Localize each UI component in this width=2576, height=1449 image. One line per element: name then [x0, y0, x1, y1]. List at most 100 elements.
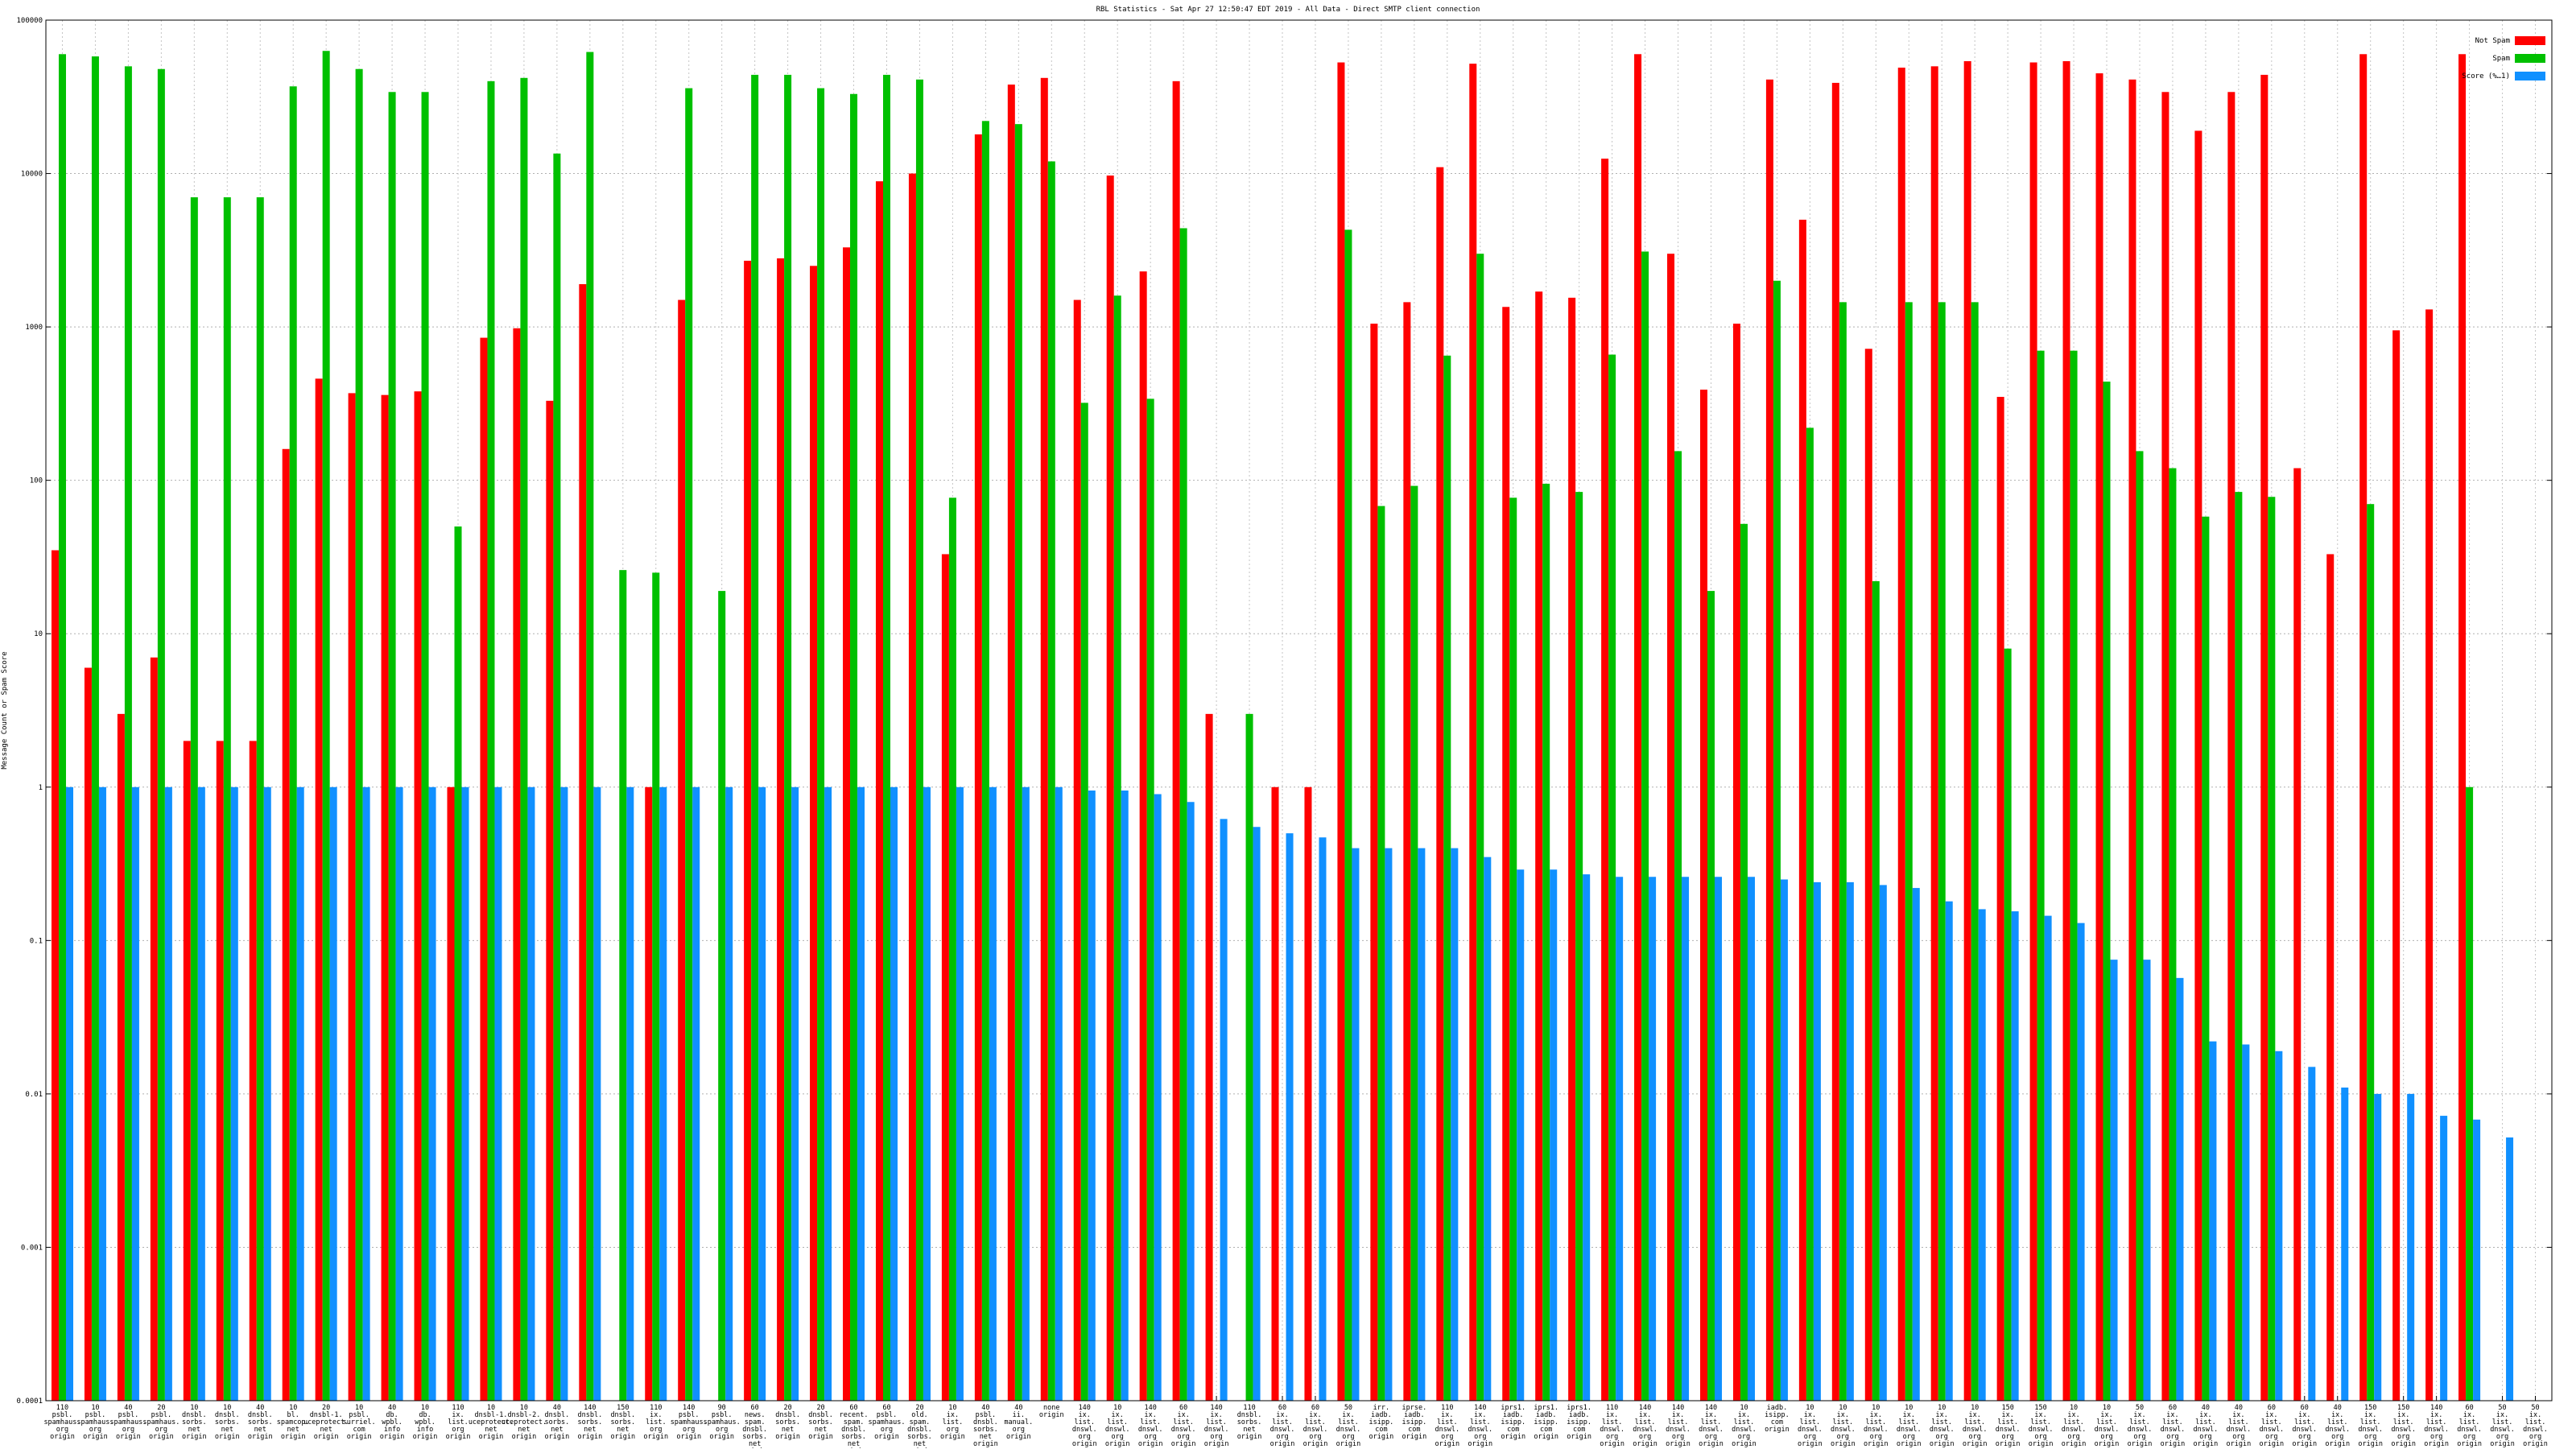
x-tick-label: 140 psbl. spamhaus. org origin [671, 1404, 708, 1441]
chart-title: RBL Statistics - Sat Apr 27 12:50:47 EDT… [1096, 6, 1480, 14]
bar-not-spam [2062, 60, 2070, 1401]
plot-frame [45, 19, 2553, 1402]
x-tick-label: 60 ix. list. dnswl. org origin [2161, 1404, 2186, 1448]
bar-score [98, 786, 106, 1401]
bar-not-spam [1798, 219, 1806, 1402]
x-tick-label: 10 ix. list. dnswl. org origin [1897, 1404, 1922, 1448]
bar-score [560, 786, 568, 1401]
bar-spam [2004, 648, 2012, 1401]
bar-not-spam [1040, 77, 1048, 1401]
bar-score [1220, 819, 1228, 1401]
bar-spam [1245, 713, 1253, 1401]
bar-not-spam [744, 260, 752, 1401]
bar-not-spam [513, 328, 521, 1402]
bar-spam [586, 52, 594, 1401]
bar-not-spam [1765, 79, 1773, 1402]
bar-not-spam [51, 550, 59, 1401]
x-tick-label: 60 ix. list. dnswl. org origin [1270, 1404, 1295, 1448]
bar-score [1055, 786, 1063, 1401]
bar-spam [553, 153, 561, 1401]
x-tick-label: 50 ix. list. dnswl. org origin [2523, 1404, 2548, 1448]
bar-score [428, 786, 436, 1401]
bar-score [1682, 877, 1690, 1401]
x-tick-label: 10 ix. list. org origin [940, 1404, 965, 1441]
bar-not-spam [941, 554, 949, 1401]
bar-not-spam [2194, 130, 2202, 1402]
bar-not-spam [249, 741, 257, 1401]
x-tick-label: 50 ix. list. dnswl. org origin [2490, 1404, 2515, 1448]
bar-not-spam [2161, 92, 2169, 1401]
bar-score [197, 786, 205, 1401]
bar-score [1517, 869, 1525, 1401]
bar-score [1385, 848, 1393, 1401]
bar-score [1484, 857, 1492, 1401]
bar-score [2341, 1088, 2349, 1401]
bar-spam [2136, 451, 2144, 1401]
bar-score [461, 786, 469, 1401]
bar-not-spam [1172, 80, 1180, 1401]
x-tick-label: 20 psbl. spamhaus. org origin [142, 1404, 180, 1441]
x-tick-label: iprs1. iadb. isipp. com origin [1501, 1404, 1525, 1441]
x-tick-label: 110 ix. list. dnswl. org origin [1435, 1404, 1459, 1448]
bar-not-spam [381, 394, 389, 1401]
bar-spam [487, 80, 495, 1401]
bar-not-spam [1436, 167, 1444, 1401]
bar-not-spam [84, 667, 92, 1401]
x-tick-label: 20 dnsbl. sorbs. net origin [808, 1404, 833, 1441]
bar-not-spam [447, 786, 455, 1401]
x-tick-label: 10 psbl. surriel. com origin [343, 1404, 376, 1441]
x-tick-label: 60 psbl. spamhaus. org origin [868, 1404, 905, 1441]
x-tick-label: 10 ix. list. dnswl. org origin [1930, 1404, 1955, 1448]
bar-not-spam [645, 786, 653, 1401]
x-tick-label: 60 ix. list. dnswl. org origin [2292, 1404, 2317, 1448]
bar-score [890, 786, 898, 1401]
y-tick-label: 1 [39, 784, 43, 792]
bars [51, 51, 2514, 1402]
bar-score [1451, 848, 1459, 1401]
x-tick-label: 40 ix. list. dnswl. org origin [2227, 1404, 2252, 1448]
x-tick-label: 10 dnsbl. sorbs. net origin [182, 1404, 207, 1441]
bar-score [1846, 881, 1854, 1401]
bar-not-spam [1073, 299, 1081, 1402]
bar-not-spam [1831, 82, 1839, 1401]
x-tick-label: iprs1. iadb. isipp. com origin [1534, 1404, 1558, 1441]
bar-not-spam [1864, 349, 1872, 1401]
x-tick-label: 10 dnsbl. sorbs. net origin [215, 1404, 240, 1441]
bar-not-spam [2425, 309, 2434, 1401]
bar-spam [948, 497, 956, 1401]
bar-spam [1971, 302, 1979, 1401]
bar-spam [322, 51, 330, 1401]
x-tick-label: 150 ix. list. dnswl. org origin [2391, 1404, 2416, 1448]
bar-score [626, 786, 634, 1401]
bar-spam [2202, 516, 2210, 1401]
bar-score [857, 786, 865, 1401]
y-tick-label: 100000 [16, 17, 43, 25]
bar-not-spam [348, 393, 356, 1401]
bar-score [131, 786, 139, 1401]
bar-spam [1575, 492, 1583, 1401]
bar-spam [1674, 451, 1682, 1401]
bar-not-spam [2293, 468, 2301, 1401]
bar-spam [619, 570, 627, 1401]
bar-spam [784, 74, 792, 1402]
bar-spam [1113, 295, 1121, 1402]
x-tick-label: 40 psbl. spamhaus. org origin [109, 1404, 147, 1441]
x-tick-label: 60 ix. list. dnswl. org origin [1171, 1404, 1196, 1448]
bar-spam [1476, 254, 1484, 1401]
bar-spam [1641, 251, 1649, 1402]
bar-spam [652, 572, 660, 1401]
x-tick-label: 10 db. wpbl. info origin [413, 1404, 438, 1441]
bar-not-spam [1469, 64, 1477, 1401]
bar-not-spam [1106, 175, 1114, 1401]
legend-label: Spam [2492, 55, 2510, 63]
bar-not-spam [908, 173, 916, 1402]
bar-spam [1872, 580, 1880, 1401]
bar-spam [1938, 302, 1946, 1401]
bar-spam [1707, 591, 1715, 1401]
bar-spam [1740, 523, 1748, 1401]
bar-spam [1377, 506, 1385, 1401]
x-tick-label: 10 bl. spamcop. net origin [277, 1404, 310, 1441]
